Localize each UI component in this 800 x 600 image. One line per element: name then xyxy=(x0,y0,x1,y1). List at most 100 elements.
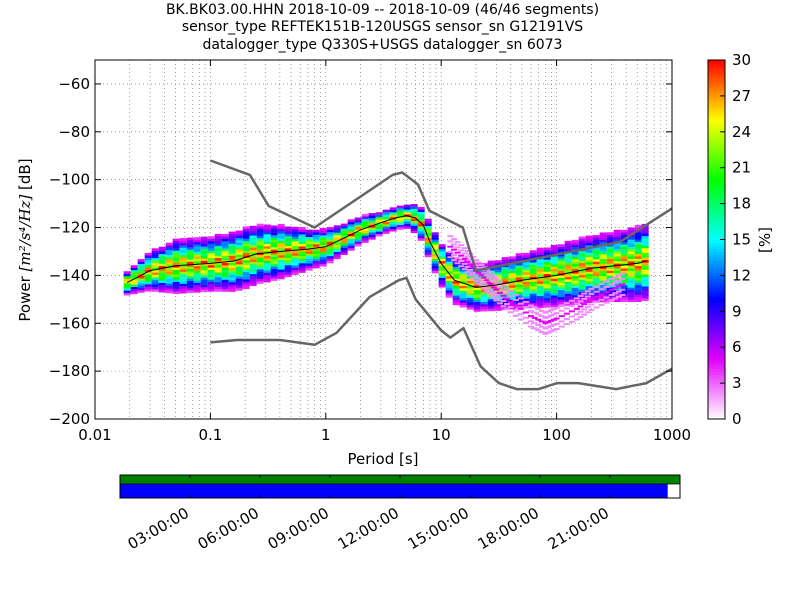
colorbar-segment xyxy=(708,239,725,243)
psd-cell xyxy=(144,257,152,261)
psd-cell xyxy=(571,287,579,291)
psd-cell xyxy=(585,240,593,243)
psd-cell xyxy=(578,262,586,266)
psd-cell xyxy=(172,284,180,287)
psd-cell xyxy=(179,252,187,256)
psd-cell xyxy=(452,295,460,298)
psd-cell xyxy=(620,297,628,300)
psd-cell xyxy=(578,296,586,300)
psd-cell xyxy=(452,283,460,286)
psd-cell xyxy=(221,233,229,237)
psd-cell xyxy=(284,264,292,268)
psd-cell xyxy=(558,304,565,307)
psd-cell xyxy=(424,230,432,234)
psd-cell xyxy=(438,265,446,269)
psd-cell xyxy=(277,257,285,261)
psd-cell xyxy=(130,281,138,285)
psd-cell xyxy=(242,250,250,254)
psd-cell xyxy=(193,287,201,291)
psd-cell xyxy=(571,256,579,260)
psd-cell xyxy=(606,265,614,269)
psd-cell xyxy=(459,280,467,284)
psd-cell xyxy=(277,231,285,234)
psd-cell xyxy=(612,281,619,284)
colorbar-segment xyxy=(708,386,725,390)
psd-cell xyxy=(158,249,166,252)
psd-cell xyxy=(256,278,264,282)
psd-cell xyxy=(130,274,138,278)
colorbar-segment xyxy=(708,266,725,270)
psd-cell xyxy=(228,274,236,278)
psd-cell xyxy=(396,220,404,223)
psd-cell xyxy=(333,227,341,231)
psd-cell xyxy=(263,262,271,266)
psd-cell xyxy=(606,253,614,257)
psd-cell xyxy=(228,236,236,240)
psd-cell xyxy=(571,244,579,248)
colorbar-segment xyxy=(708,128,725,133)
psd-cell xyxy=(158,256,166,259)
psd-cell xyxy=(340,240,348,243)
psd-cell xyxy=(627,280,635,283)
psd-cell xyxy=(137,283,145,286)
psd-cell xyxy=(545,326,552,329)
psd-cell xyxy=(284,231,292,234)
psd-cell xyxy=(284,228,292,232)
psd-cell xyxy=(480,306,488,310)
psd-cell xyxy=(361,223,369,227)
psd-cell xyxy=(522,274,530,278)
colorbar-segment xyxy=(708,134,725,139)
psd-cell xyxy=(466,278,474,282)
psd-cell xyxy=(592,297,600,301)
psd-cell xyxy=(593,290,600,293)
psd-cell xyxy=(214,289,222,292)
psd-cell xyxy=(165,288,173,291)
psd-cell xyxy=(221,253,229,256)
psd-cell xyxy=(634,294,642,298)
psd-cell xyxy=(557,270,565,274)
psd-cell xyxy=(536,288,544,292)
psd-cell xyxy=(470,271,477,274)
psd-cell xyxy=(501,273,509,277)
psd-cell xyxy=(599,278,607,281)
psd-cell xyxy=(445,278,453,281)
psd-cell xyxy=(592,292,600,296)
psd-cell xyxy=(361,218,369,222)
colorbar-segment xyxy=(708,188,725,193)
psd-cell xyxy=(527,315,534,318)
psd-cell xyxy=(571,263,579,267)
psd-cell xyxy=(207,267,215,271)
psd-cell xyxy=(354,231,362,235)
psd-cell xyxy=(461,252,468,255)
psd-cell xyxy=(228,270,236,273)
psd-cell xyxy=(256,245,264,248)
psd-cell xyxy=(326,239,334,242)
colorbar-segment xyxy=(708,98,725,103)
psd-cell xyxy=(527,325,534,328)
psd-cell xyxy=(284,252,292,256)
psd-cell xyxy=(200,239,208,242)
psd-cell xyxy=(578,277,586,280)
psd-cell xyxy=(550,259,558,262)
psd-cell xyxy=(563,312,570,315)
psd-cell xyxy=(354,219,362,223)
psd-cell xyxy=(438,253,446,257)
psd-cell xyxy=(627,261,635,264)
psd-cell xyxy=(515,298,523,302)
psd-cell xyxy=(263,234,271,237)
psd-cell xyxy=(543,261,551,265)
psd-cell xyxy=(585,285,593,289)
psd-cell xyxy=(151,255,159,259)
psd-cell xyxy=(221,274,229,278)
psd-cell xyxy=(592,268,600,272)
colorbar-segment xyxy=(708,272,725,276)
y-tick-label: −160 xyxy=(49,314,90,332)
psd-cell xyxy=(207,260,215,263)
colorbar-segment xyxy=(708,347,725,351)
psd-cell xyxy=(512,314,519,317)
psd-cell xyxy=(179,254,187,258)
psd-cell xyxy=(144,262,152,266)
psd-cell xyxy=(481,271,488,274)
psd-cell xyxy=(536,269,544,272)
